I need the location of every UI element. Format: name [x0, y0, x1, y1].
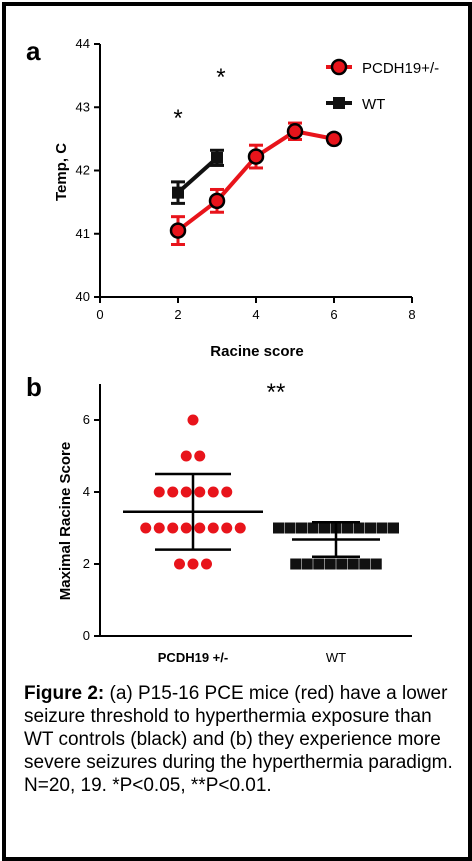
data-point: [376, 522, 388, 534]
data-point: [153, 522, 165, 534]
legend-label-wt: WT: [362, 96, 385, 113]
data-point: [370, 558, 382, 570]
data-point: [247, 148, 265, 165]
data-point: [325, 130, 343, 148]
data-point: [388, 522, 399, 534]
data-point: [172, 186, 184, 199]
data-point: [207, 522, 219, 534]
caption-text: (a) P15-16 PCE mice (red) have a lower s…: [24, 683, 453, 796]
panel-a-y-tick-label: 40: [76, 289, 90, 304]
panel-a-x-tick-label: 8: [408, 307, 415, 322]
caption-label: Figure 2:: [24, 683, 105, 704]
panel-a-legend: PCDH19+/- WT: [326, 58, 439, 113]
panel-b-axes: [99, 384, 412, 637]
data-point: [167, 522, 179, 534]
data-point: [140, 522, 152, 534]
data-point: [180, 486, 192, 498]
significance-star: *: [216, 64, 225, 91]
data-point: [319, 522, 330, 534]
data-point: [234, 522, 246, 534]
panel-a-y-tick-label: 42: [76, 163, 90, 178]
legend-label-pcdh19: PCDH19+/-: [362, 60, 439, 77]
data-point: [194, 486, 206, 498]
panel-a-y-tick-label: 44: [76, 36, 90, 51]
data-point: [180, 522, 192, 534]
panel-a-label: a: [26, 36, 41, 66]
panel-a-x-tick-label: 2: [174, 307, 181, 322]
data-point: [284, 522, 296, 534]
data-point: [169, 222, 187, 239]
panel-a-axes: [99, 44, 412, 298]
data-point: [208, 192, 226, 210]
data-point: [211, 151, 223, 164]
series-line-1: [176, 156, 219, 195]
panel-a-series: [169, 121, 343, 247]
data-point: [347, 558, 359, 570]
data-point: [324, 558, 336, 570]
data-point: [342, 522, 353, 534]
panel-b-y-tick-label: 2: [83, 556, 90, 571]
legend-marker-wt: [333, 97, 345, 109]
data-point: [301, 558, 313, 570]
legend-marker-pcdh19: [330, 58, 348, 76]
panel-b-y-tick-label: 0: [83, 628, 90, 643]
panel-a-y-tick-label: 41: [76, 226, 90, 241]
panel-b-label: b: [26, 372, 42, 402]
data-point: [187, 414, 199, 426]
panel-a-x-tick-label: 6: [330, 307, 337, 322]
panel-a-x-tick-label: 4: [252, 307, 259, 322]
data-point: [180, 450, 192, 462]
data-point: [174, 558, 185, 570]
panel-b-ticks: 0 2 4 6 PCDH19 +/- WT: [83, 412, 346, 665]
panel-a-annotations: **: [173, 64, 225, 132]
data-point: [296, 522, 307, 534]
data-point: [313, 558, 325, 570]
data-point: [153, 486, 165, 498]
figure-caption: Figure 2: (a) P15-16 PCE mice (red) have…: [24, 682, 454, 797]
data-point: [221, 486, 233, 498]
panel-b-y-tick-label: 4: [83, 484, 90, 499]
panel-a-x-tick-label: 0: [96, 307, 103, 322]
panel-b-ylabel: Maximal Racine Score: [57, 442, 74, 600]
data-point: [353, 522, 365, 534]
data-point: [207, 486, 219, 498]
panel-a-xlabel: Racine score: [210, 343, 303, 360]
significance-star: *: [173, 105, 182, 132]
data-point: [187, 558, 199, 570]
data-point: [273, 522, 284, 534]
data-point: [194, 450, 206, 462]
data-point: [201, 558, 212, 570]
data-point: [307, 522, 319, 534]
data-point: [286, 123, 304, 140]
data-point: [194, 522, 206, 534]
data-point: [365, 522, 376, 534]
panel-b-error-bars: [123, 472, 380, 559]
data-point: [290, 558, 302, 570]
panel-b-y-tick-label: 6: [83, 412, 90, 427]
data-point: [336, 558, 348, 570]
data-point: [221, 522, 233, 534]
panel-a-y-tick-label: 43: [76, 99, 90, 114]
panel-a-ylabel: Temp, C: [53, 143, 70, 201]
data-point: [359, 558, 371, 570]
panel-b-category-label: PCDH19 +/-: [158, 650, 228, 665]
data-point: [167, 486, 179, 498]
panel-a-ticks: 0 2 4 6 8 40 41 42 43 44: [76, 36, 416, 322]
panel-b-significance: **: [267, 379, 286, 406]
panel-b-points: [140, 414, 399, 570]
panel-b-category-label: WT: [326, 650, 346, 665]
